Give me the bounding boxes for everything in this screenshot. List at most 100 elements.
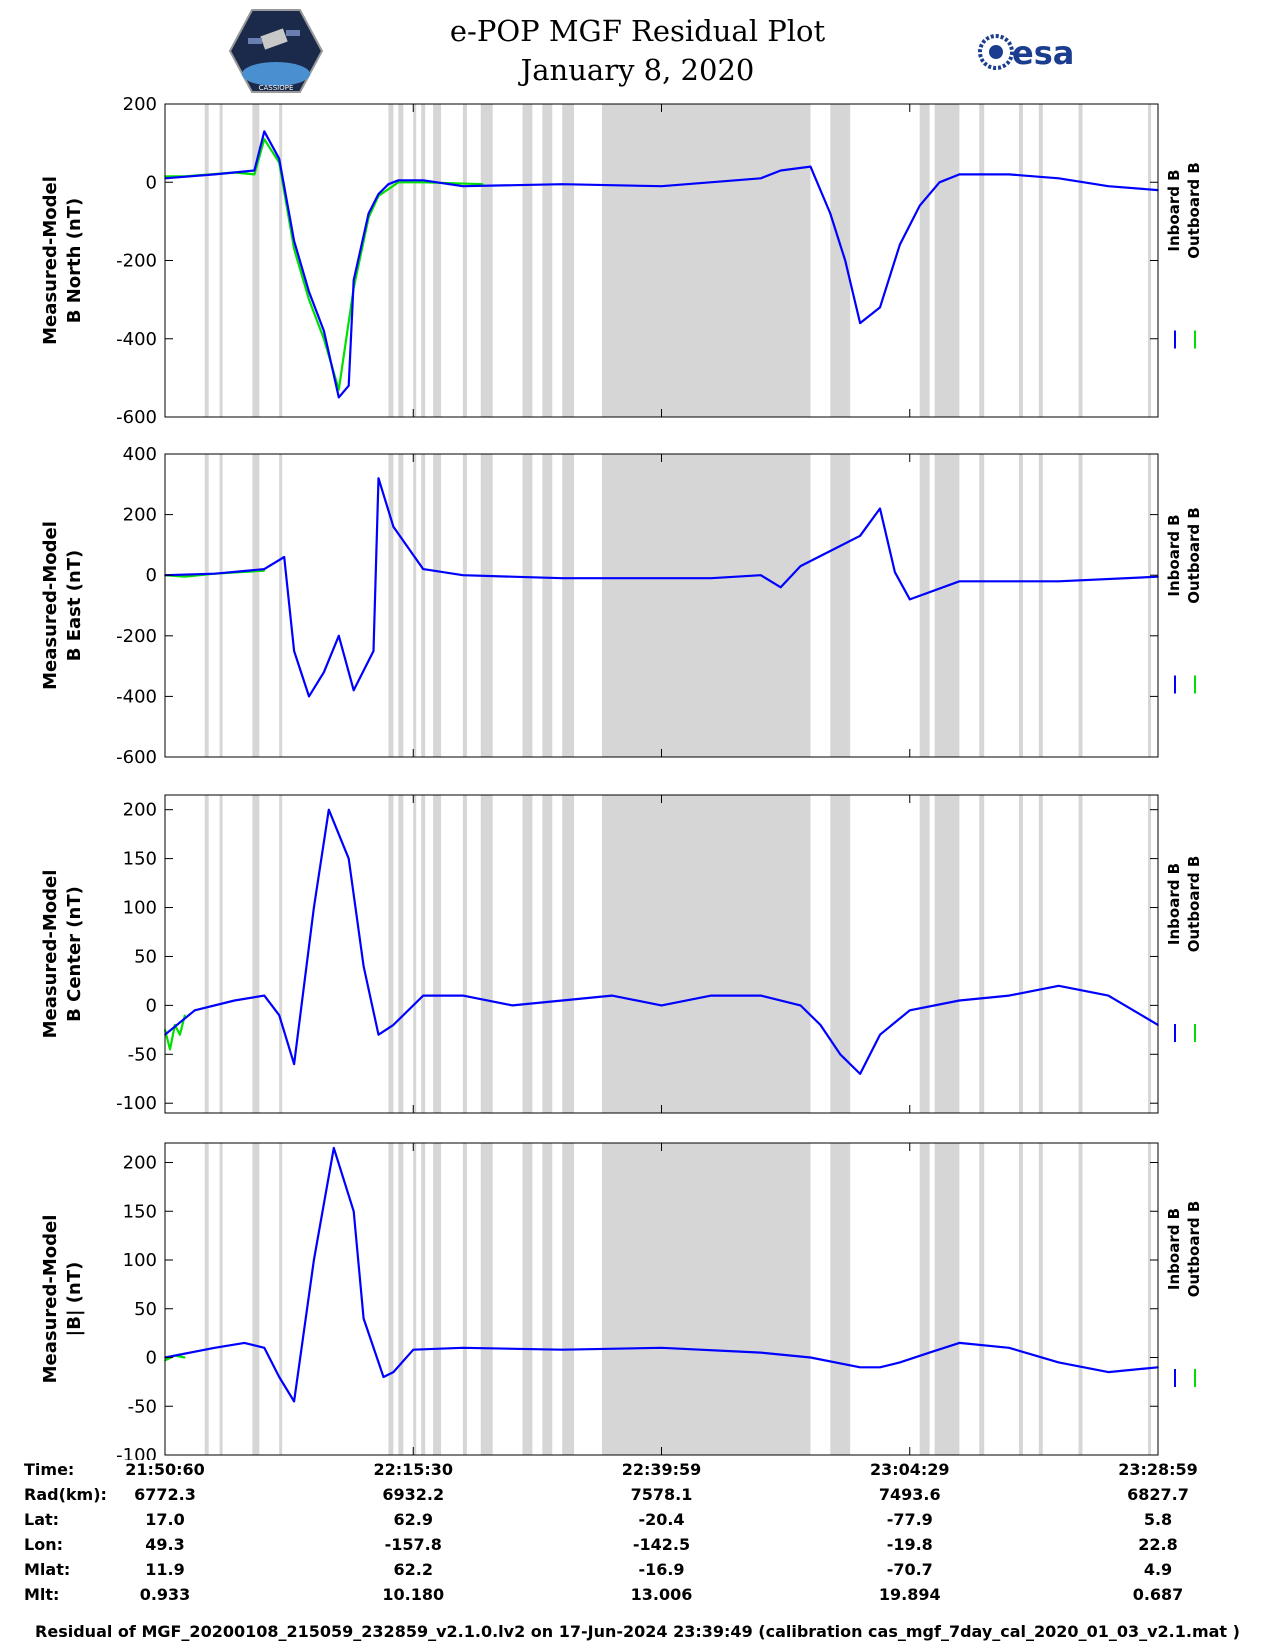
data-point: [859, 1073, 861, 1075]
gap-band: [1148, 1143, 1152, 1455]
data-point: [253, 173, 256, 176]
data-point: [958, 580, 961, 583]
y-tick-label: 50: [134, 1299, 157, 1320]
y-axis-label: B North (nT): [64, 198, 85, 324]
data-point: [422, 568, 424, 570]
info-cell: 22:39:59: [621, 1460, 702, 1479]
data-point: [1008, 1346, 1010, 1349]
data-point: [184, 1356, 186, 1359]
info-cell: 11.9: [145, 1560, 185, 1579]
info-cell: 23:04:29: [869, 1460, 950, 1479]
data-point: [278, 1014, 280, 1016]
data-point: [293, 650, 295, 652]
data-point: [462, 185, 464, 187]
gap-band: [279, 1143, 283, 1455]
gap-band: [601, 795, 811, 1113]
data-point: [839, 1053, 842, 1056]
data-point: [293, 1400, 295, 1403]
y-tick-label: 0: [146, 172, 157, 193]
data-point: [1107, 1371, 1110, 1373]
data-point: [710, 994, 712, 997]
gap-band: [979, 1143, 985, 1455]
plot-date: January 8, 2020: [520, 53, 755, 87]
data-point: [392, 525, 395, 528]
info-cell: 62.2: [393, 1560, 433, 1579]
data-point: [233, 999, 236, 1002]
info-cell: 7493.6: [878, 1485, 941, 1504]
info-cell: 0.687: [1132, 1585, 1184, 1604]
data-point: [511, 1004, 514, 1007]
gap-band: [1078, 454, 1083, 757]
gap-band: [979, 104, 985, 417]
data-point: [958, 1342, 961, 1344]
data-point: [243, 1342, 246, 1344]
y-axis-label: Measured-Model: [40, 176, 61, 345]
plot-title: e-POP MGF Residual Plot: [449, 14, 826, 48]
info-cell: 23:28:59: [1118, 1460, 1198, 1479]
gap-band: [279, 104, 283, 417]
data-point: [1057, 1361, 1060, 1364]
info-cell: -20.4: [638, 1510, 685, 1529]
y-tick-label: -400: [116, 686, 157, 707]
info-cell: 7578.1: [630, 1485, 693, 1504]
y-axis-label: Measured-Model: [40, 870, 61, 1039]
y-tick-label: -100: [116, 1445, 157, 1460]
info-cell: -142.5: [632, 1535, 691, 1554]
y-tick-label: 150: [123, 1201, 157, 1222]
data-point: [899, 244, 901, 246]
info-cell: -19.8: [886, 1535, 933, 1554]
data-point: [308, 695, 310, 698]
gap-band: [522, 104, 533, 417]
gap-band: [1018, 454, 1023, 757]
gap-band: [462, 1143, 467, 1455]
y-tick-label: 0: [146, 1348, 157, 1369]
gap-band: [601, 1143, 811, 1455]
cassiope-logo-text: CASSIOPE: [259, 84, 294, 92]
gap-band: [219, 1143, 223, 1455]
info-cell: 17.0: [145, 1510, 185, 1529]
gap-band: [979, 795, 985, 1113]
data-point: [377, 477, 380, 480]
gap-band: [830, 104, 851, 417]
y-tick-label: 100: [123, 898, 157, 919]
y-tick-label: 200: [123, 505, 157, 526]
gap-band: [413, 104, 417, 417]
esa-logo: esa: [978, 34, 1074, 72]
data-point: [760, 1351, 762, 1354]
gap-band: [562, 104, 575, 417]
gap-band: [421, 454, 426, 757]
gap-band: [542, 1143, 553, 1455]
data-point: [392, 1024, 395, 1026]
legend-entry: Inboard B: [1165, 169, 1183, 251]
data-point: [561, 1348, 563, 1351]
data-point: [313, 906, 315, 909]
data-point: [283, 556, 285, 558]
gap-band: [1038, 1143, 1043, 1455]
data-point: [392, 1371, 395, 1373]
y-tick-label: 0: [146, 995, 157, 1016]
legend-entry: Outboard B: [1185, 507, 1203, 604]
data-point: [213, 173, 216, 176]
gap-band: [204, 1143, 209, 1455]
gap-band: [562, 795, 575, 1113]
y-tick-label: 100: [123, 1250, 157, 1271]
gap-band: [979, 454, 985, 757]
gap-band: [462, 104, 467, 417]
y-tick-label: 200: [123, 800, 157, 821]
gap-band: [398, 104, 404, 417]
y-tick-label: -400: [116, 329, 157, 350]
gap-band: [421, 104, 426, 417]
y-tick-label: -200: [116, 626, 157, 647]
data-point: [710, 577, 712, 580]
info-cell: 13.006: [630, 1585, 693, 1604]
data-point: [879, 507, 881, 510]
data-point: [367, 212, 370, 215]
gap-band: [1078, 104, 1083, 417]
gap-band: [252, 1143, 260, 1455]
gap-band: [1038, 104, 1043, 417]
info-cell: -16.9: [638, 1560, 685, 1579]
y-axis-label: |B| (nT): [64, 1262, 85, 1337]
gap-band: [1078, 795, 1083, 1113]
data-point: [894, 571, 896, 573]
